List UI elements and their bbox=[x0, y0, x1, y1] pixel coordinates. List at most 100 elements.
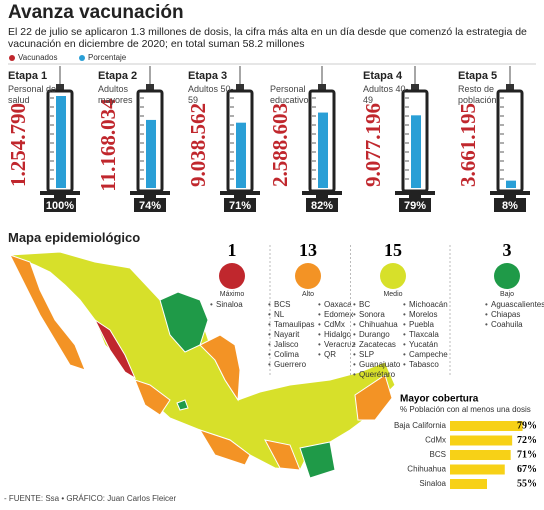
flange bbox=[40, 191, 80, 195]
percent-label: 74% bbox=[139, 200, 161, 212]
level-swatch bbox=[295, 263, 321, 289]
map-region bbox=[176, 399, 189, 411]
legend-swatch bbox=[79, 55, 85, 61]
map-region bbox=[354, 374, 393, 421]
state-name: BCS bbox=[274, 300, 290, 309]
state-bullet: • bbox=[268, 320, 271, 329]
map-region bbox=[159, 291, 209, 353]
state-bullet: • bbox=[353, 360, 356, 369]
state-bullet: • bbox=[318, 350, 321, 359]
state-bullet: • bbox=[268, 330, 271, 339]
vaccinated-label: 1.254.790 bbox=[6, 103, 30, 187]
state-bullet: • bbox=[268, 310, 271, 319]
barrel bbox=[496, 89, 524, 193]
state-bullet: • bbox=[210, 300, 213, 309]
stage-label: Etapa 4 bbox=[363, 70, 403, 82]
state-bullet: • bbox=[353, 370, 356, 379]
state-name: Campeche bbox=[409, 350, 448, 359]
plunger bbox=[234, 195, 246, 199]
map-region bbox=[9, 254, 86, 371]
plunger bbox=[504, 195, 516, 199]
stage-description: Adultos 50-59 bbox=[188, 84, 234, 105]
percent-label: 79% bbox=[404, 200, 426, 212]
map-region bbox=[134, 379, 171, 416]
stage-description: Personal educativo bbox=[270, 84, 309, 105]
fill-level bbox=[318, 112, 328, 188]
state-bullet: • bbox=[353, 330, 356, 339]
vaccinated-label: 9.077.196 bbox=[361, 103, 385, 187]
bar-value: 72% bbox=[517, 435, 537, 446]
label-box bbox=[44, 198, 76, 212]
bar-title: Mayor cobertura bbox=[400, 394, 479, 405]
state-name: Jalisco bbox=[274, 340, 299, 349]
level-name: Bajo bbox=[500, 291, 514, 298]
state-bullet: • bbox=[318, 340, 321, 349]
bar-category: Chihuahua bbox=[407, 465, 446, 474]
bar-subtitle: % Población con al menos una dosis bbox=[400, 405, 531, 414]
state-bullet: • bbox=[268, 300, 271, 309]
state-name: Colima bbox=[274, 350, 299, 359]
flange bbox=[490, 191, 530, 195]
state-name: Edomex bbox=[324, 310, 353, 319]
state-name: Hidalgo bbox=[324, 330, 352, 339]
state-name: Zacatecas bbox=[359, 340, 396, 349]
label-box bbox=[224, 198, 256, 212]
state-bullet: • bbox=[353, 350, 356, 359]
state-bullet: • bbox=[485, 300, 488, 309]
bar-value: 71% bbox=[517, 449, 537, 460]
percent-label: 8% bbox=[502, 200, 518, 212]
state-name: Puebla bbox=[409, 320, 434, 329]
level-count: 3 bbox=[503, 240, 512, 260]
level-count: 13 bbox=[299, 240, 317, 260]
legend-label: Vacunados bbox=[18, 53, 57, 62]
plunger bbox=[316, 195, 328, 199]
level-swatch bbox=[494, 263, 520, 289]
fill-level bbox=[236, 122, 246, 188]
state-name: CdMx bbox=[324, 320, 345, 329]
state-bullet: • bbox=[403, 350, 406, 359]
state-name: Coahuila bbox=[491, 320, 523, 329]
state-name: Veracruz bbox=[324, 340, 356, 349]
level-swatch bbox=[219, 263, 245, 289]
stage-description: Personal de salud bbox=[8, 84, 57, 105]
map-region bbox=[199, 334, 241, 402]
bar-value: 55% bbox=[517, 478, 537, 489]
state-name: Tamaulipas bbox=[274, 320, 314, 329]
map bbox=[9, 251, 396, 479]
state-name: Michoacán bbox=[409, 300, 448, 309]
bar-category: BCS bbox=[430, 450, 446, 459]
level-swatch bbox=[380, 263, 406, 289]
state-name: Tabasco bbox=[409, 360, 439, 369]
label-box bbox=[134, 198, 166, 212]
state-bullet: • bbox=[268, 340, 271, 349]
bar-value: 67% bbox=[517, 464, 537, 475]
bar-value: 79% bbox=[517, 420, 537, 431]
level-name: Medio bbox=[383, 291, 402, 298]
needle-hub bbox=[56, 84, 64, 91]
bar-category: Baja California bbox=[394, 421, 447, 430]
needle-hub bbox=[506, 84, 514, 91]
state-name: SLP bbox=[359, 350, 374, 359]
state-name: Sinaloa bbox=[216, 300, 243, 309]
map-region bbox=[198, 429, 251, 466]
needle-hub bbox=[236, 84, 244, 91]
percent-label: 100% bbox=[46, 200, 74, 212]
bar-category: Sinaloa bbox=[419, 479, 446, 488]
state-bullet: • bbox=[353, 320, 356, 329]
footer: - FUENTE: Ssa • GRÁFICO: Juan Carlos Fle… bbox=[4, 494, 177, 503]
level-name: Alto bbox=[302, 291, 314, 298]
state-name: Guanajuato bbox=[359, 360, 401, 369]
needle-hub bbox=[318, 84, 326, 91]
state-bullet: • bbox=[318, 310, 321, 319]
state-name: Aguascalientes bbox=[491, 300, 544, 309]
stage-description: Resto de población bbox=[458, 84, 497, 105]
state-bullet: • bbox=[318, 320, 321, 329]
stage-label: Etapa 2 bbox=[98, 70, 138, 82]
state-name: Chiapas bbox=[491, 310, 520, 319]
label-box bbox=[399, 198, 431, 212]
legend-label: Porcentaje bbox=[88, 53, 127, 62]
state-bullet: • bbox=[353, 340, 356, 349]
fill-level bbox=[506, 180, 516, 188]
plunger bbox=[54, 195, 66, 199]
state-name: Querétaro bbox=[359, 370, 396, 379]
